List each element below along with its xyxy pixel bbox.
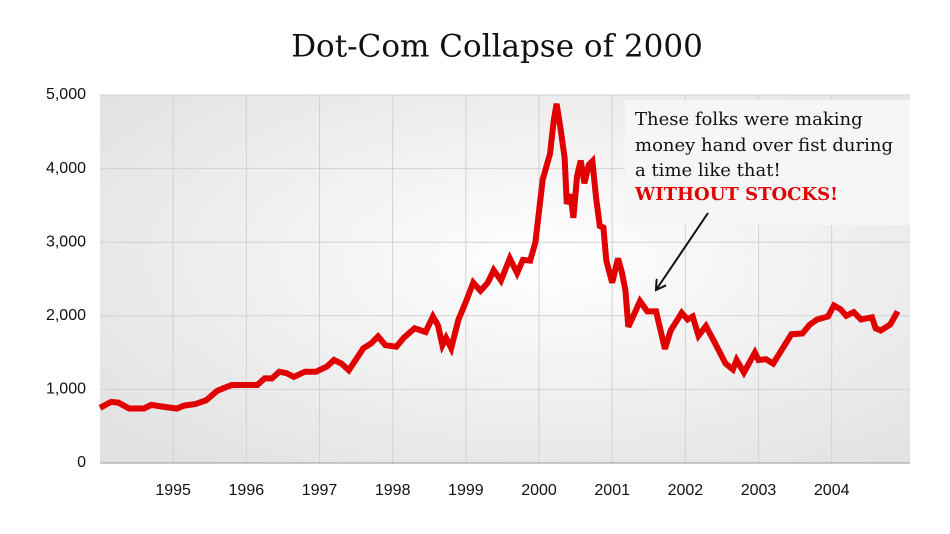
y-tick-label: 3,000 (46, 233, 86, 250)
chart-title: Dot-Com Collapse of 2000 (291, 29, 703, 65)
x-tick-label: 1995 (155, 482, 191, 499)
annotation-emphasis: WITHOUT STOCKS! (634, 184, 838, 205)
x-tick-label: 1997 (302, 482, 338, 499)
x-tick-label: 2003 (741, 482, 777, 499)
annotation-arrow (656, 212, 709, 290)
annotation-line: These folks were making (635, 109, 863, 130)
annotation-line: money hand over fist during (635, 135, 893, 156)
x-tick-label: 2004 (814, 482, 850, 499)
y-tick-label: 4,000 (46, 160, 86, 177)
x-tick-label: 1999 (448, 482, 484, 499)
data-line (98, 103, 901, 412)
annotation-line: a time like that! (635, 160, 781, 181)
y-tick-label: 2,000 (46, 307, 86, 324)
x-tick-label: 2002 (668, 482, 704, 499)
x-tick-label: 1996 (229, 482, 265, 499)
y-tick-label: 0 (77, 454, 86, 471)
x-tick-label: 2001 (594, 482, 630, 499)
annotation-box (625, 100, 910, 225)
y-tick-label: 5,000 (46, 86, 86, 103)
x-tick-label: 2000 (521, 482, 557, 499)
x-tick-label: 1998 (375, 482, 411, 499)
y-tick-label: 1,000 (46, 381, 86, 398)
